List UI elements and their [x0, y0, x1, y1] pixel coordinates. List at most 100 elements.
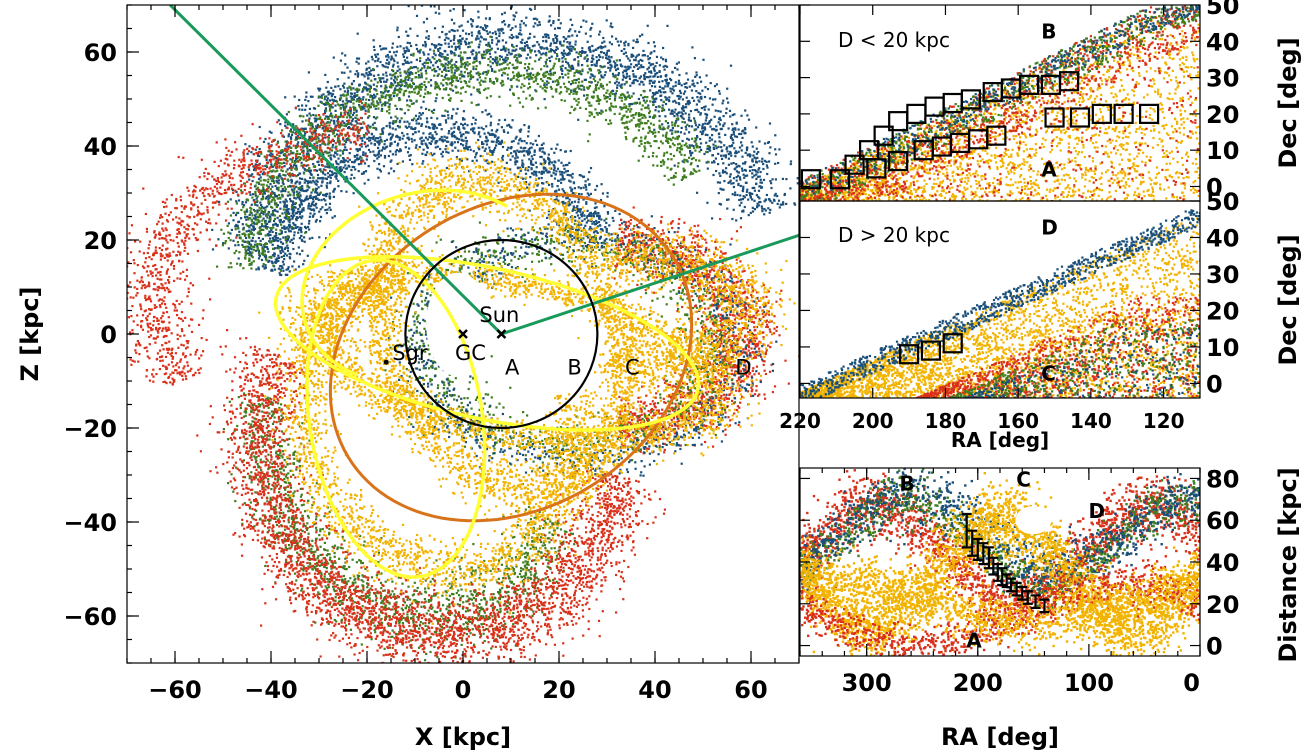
- distance-errorbar: [997, 567, 1008, 587]
- field-box: [866, 158, 887, 179]
- middle-x-tick-label: 200: [852, 409, 894, 433]
- bottom-region-label-c: C: [1016, 467, 1031, 491]
- upper-y-tick-label: 0: [1206, 173, 1223, 201]
- main-x-tick-label: 60: [734, 676, 767, 704]
- middle-x-tick-label: 180: [925, 409, 967, 433]
- field-box: [1138, 103, 1160, 124]
- main-x-tick-label: −60: [148, 676, 202, 704]
- solar-circle: [404, 238, 599, 430]
- field-box: [1091, 103, 1112, 124]
- distance-errorbar: [988, 556, 999, 576]
- yellow-orbit-3: [300, 188, 508, 377]
- main-y-tick-label: 60: [84, 39, 117, 67]
- field-box: [1058, 71, 1080, 92]
- main-x-tick-label: −20: [340, 676, 394, 704]
- main-x-tick-label: 0: [455, 676, 472, 704]
- field-box: [829, 169, 851, 190]
- main-y-tick-label: −20: [63, 415, 117, 443]
- middle-y-axis-label: Dec [deg]: [1274, 234, 1302, 365]
- field-box: [1113, 103, 1134, 124]
- field-box: [1069, 107, 1091, 128]
- middle-y-tick-label: 20: [1206, 297, 1239, 325]
- marker-gc: [458, 329, 468, 339]
- bottom-y-tick-label: 60: [1206, 507, 1239, 535]
- dark-orange-orbit: [328, 192, 694, 523]
- main-y-tick-label: −60: [63, 603, 117, 631]
- panel-overlay-marks: Sun GC Sgr A B C D B A D C B C D A: [383, 19, 1160, 652]
- bottom-x-tick-label: 100: [1064, 669, 1114, 697]
- yellow-orbit-2: [273, 254, 701, 432]
- main-x-tick-label: −40: [244, 676, 298, 704]
- yellow-orbit-1: [305, 258, 487, 579]
- main-y-tick-label: 40: [84, 133, 117, 161]
- middle-x-tick-label: 220: [779, 409, 821, 433]
- bottom-y-tick-label: 40: [1206, 549, 1239, 577]
- middle-y-tick-label: 10: [1206, 334, 1239, 362]
- distance-errorbar: [1006, 577, 1017, 593]
- bottom-x-tick-label: 0: [1183, 669, 1200, 697]
- distance-errorbar: [1001, 573, 1012, 589]
- bottom-x-tick-label: 200: [953, 669, 1003, 697]
- distance-errorbar: [1039, 598, 1050, 614]
- upper-region-label-b: B: [1041, 19, 1056, 43]
- bottom-panel-scatter-points: [800, 468, 1200, 656]
- marker-sun: [496, 329, 507, 339]
- upper-panel-title: D < 20 kpc: [838, 28, 950, 52]
- field-box: [920, 340, 942, 361]
- region-label-d: D: [735, 355, 751, 379]
- bottom-y-tick-label: 0: [1206, 633, 1223, 661]
- marker-sgr: [383, 359, 389, 365]
- bottom-x-axis-label: RA [deg]: [941, 723, 1059, 751]
- distance-errorbar: [967, 529, 978, 557]
- upper-y-tick-label: 30: [1206, 65, 1239, 93]
- main-x-tick-label: 20: [542, 676, 575, 704]
- middle-y-tick-label: 50: [1206, 188, 1239, 216]
- middle-x-tick-label: 140: [1070, 409, 1112, 433]
- bottom-y-axis-label: Distance [kpc]: [1274, 467, 1302, 662]
- main-x-axis-label: X [kpc]: [415, 723, 511, 751]
- upper-region-label-a: A: [1041, 157, 1057, 181]
- field-box: [800, 169, 822, 190]
- bottom-region-label-b: B: [900, 472, 915, 496]
- main-y-tick-label: −40: [63, 509, 117, 537]
- bottom-y-tick-label: 80: [1206, 465, 1239, 493]
- bottom-region-label-a: A: [966, 628, 982, 652]
- bottom-y-tick-label: 20: [1206, 591, 1239, 619]
- field-box: [1044, 107, 1065, 128]
- field-box: [986, 125, 1007, 146]
- middle-y-tick-label: 0: [1206, 370, 1223, 398]
- distance-errorbar: [972, 537, 983, 562]
- middle-x-axis-label: RA [deg]: [951, 428, 1049, 452]
- field-box: [960, 89, 982, 110]
- middle-y-tick-label: 30: [1206, 261, 1239, 289]
- main-y-tick-label: 20: [84, 227, 117, 255]
- main-y-tick-label: 0: [100, 321, 117, 349]
- upper-y-tick-label: 20: [1206, 101, 1239, 129]
- field-box: [873, 125, 894, 146]
- bottom-region-label-d: D: [1088, 499, 1105, 523]
- field-box: [942, 333, 963, 354]
- middle-y-tick-label: 40: [1206, 224, 1239, 252]
- middle-region-label-d: D: [1041, 216, 1058, 240]
- field-box: [898, 344, 920, 365]
- middle-region-label-c: C: [1041, 361, 1056, 385]
- marker-label-sgr: Sgr: [392, 341, 428, 365]
- field-box: [906, 103, 927, 124]
- distance-errorbar: [978, 542, 989, 566]
- field-box: [1018, 74, 1040, 95]
- middle-panel-frame: [799, 200, 1201, 399]
- main-y-axis-label: Z [kpc]: [16, 286, 44, 381]
- field-box: [844, 154, 865, 175]
- distance-errorbar: [1022, 590, 1033, 605]
- distance-errorbar: [992, 562, 1003, 582]
- middle-panel-title: D > 20 kpc: [838, 223, 950, 247]
- distance-errorbar: [961, 512, 972, 549]
- marker-label-gc: GC: [455, 341, 486, 365]
- region-label-b: B: [567, 355, 581, 379]
- upper-y-axis-label: Dec [deg]: [1274, 37, 1302, 168]
- axes-ticks: −60 −40 −20 0 20 40 60 −60 −40 −20 0 20 40 60 0 10 20 30 4…: [63, 0, 1239, 704]
- upper-y-tick-label: 10: [1206, 137, 1239, 165]
- marker-label-sun: Sun: [479, 303, 519, 327]
- region-label-a: A: [505, 355, 520, 379]
